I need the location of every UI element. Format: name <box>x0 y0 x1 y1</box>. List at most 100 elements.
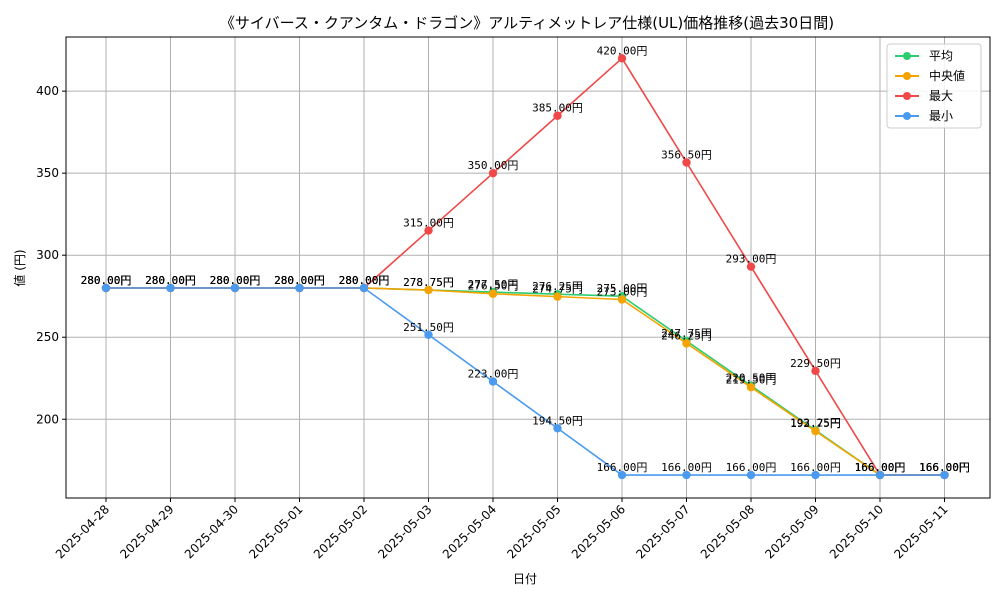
data-point <box>553 111 562 120</box>
data-label: 280.00円 <box>210 274 261 287</box>
data-label: 273.00円 <box>597 285 648 298</box>
x-tick-label: 2025-05-01 <box>246 502 305 561</box>
data-label: 280.00円 <box>81 274 132 287</box>
data-point <box>746 470 756 480</box>
series-line <box>106 287 945 476</box>
data-point <box>811 470 820 480</box>
data-label: 166.00円 <box>726 461 777 474</box>
data-label: 293.00円 <box>726 253 777 266</box>
x-axis-label: 日付 <box>513 572 537 586</box>
data-label: 356.50円 <box>661 149 712 162</box>
data-label: 280.00円 <box>210 274 261 287</box>
data-point <box>424 330 433 339</box>
data-labels: 280.00円 280.00円 280.00円 280.00円 280.00円 278.7… <box>81 44 970 474</box>
data-label: 229.50円 <box>790 357 841 370</box>
data-point <box>682 339 691 348</box>
legend-label: 最大 <box>929 89 953 103</box>
data-point <box>166 283 175 293</box>
x-tick-label: 2025-05-08 <box>698 502 757 561</box>
x-tick-label: 2025-05-09 <box>762 502 821 561</box>
grid <box>66 37 990 498</box>
data-label: 192.75円 <box>790 417 841 430</box>
y-tick-label: 300 <box>36 248 59 262</box>
data-label: 280.00円 <box>339 274 390 287</box>
data-point <box>746 383 756 392</box>
legend-item: 中央値 <box>895 68 965 83</box>
data-label: 246.25円 <box>661 329 712 342</box>
series-line <box>106 287 945 476</box>
data-point <box>359 283 369 293</box>
legend-marker <box>903 92 911 100</box>
legend-item: 最小 <box>895 109 953 123</box>
data-point <box>940 470 949 480</box>
x-tick-label: 2025-04-28 <box>53 502 112 561</box>
data-point <box>617 54 627 63</box>
data-label: 276.25円 <box>532 280 583 293</box>
data-point <box>295 283 304 293</box>
data-label: 420.00円 <box>597 44 648 57</box>
data-label: 193.25円 <box>790 416 841 429</box>
data-point <box>488 289 498 298</box>
data-label: 280.00円 <box>81 274 132 287</box>
data-label: 274.75円 <box>532 283 583 296</box>
data-label: 276.50円 <box>468 280 519 293</box>
data-label: 280.00円 <box>210 274 261 287</box>
data-label: 280.00円 <box>145 274 196 287</box>
data-label: 278.75円 <box>403 276 454 289</box>
data-label: 220.50円 <box>726 372 777 385</box>
legend-item: 最大 <box>895 89 953 103</box>
y-axis-label: 値 (円) <box>12 249 27 286</box>
x-axis-ticks: 2025-04-28 2025-04-29 2025-04-30 2025-05-01… <box>53 498 951 561</box>
data-label: 277.50円 <box>468 278 519 291</box>
data-label: 280.00円 <box>274 274 325 287</box>
data-label: 385.00円 <box>532 102 583 115</box>
plot-frame <box>65 36 991 499</box>
data-label: 219.50円 <box>726 373 777 386</box>
x-tick-label: 2025-04-29 <box>117 502 176 561</box>
x-tick-label: 2025-05-03 <box>375 502 434 561</box>
data-point <box>488 168 498 178</box>
legend-box <box>886 43 982 129</box>
data-point <box>553 292 562 301</box>
data-point <box>488 377 498 386</box>
data-point <box>811 366 820 376</box>
data-label: 247.75円 <box>661 327 712 340</box>
data-label: 166.00円 <box>855 461 906 474</box>
data-point <box>553 424 562 433</box>
data-label: 280.00円 <box>274 274 325 287</box>
legend-label: 平均 <box>929 49 953 63</box>
data-label: 166.00円 <box>855 461 906 474</box>
data-label: 278.75円 <box>403 276 454 289</box>
data-label: 166.00円 <box>919 461 970 474</box>
legend-label: 中央値 <box>929 68 965 83</box>
y-axis-ticks: 200 250 300 350 400 <box>36 84 66 426</box>
y-tick-label: 200 <box>36 412 59 426</box>
series-lines <box>101 54 949 480</box>
data-label: 223.00円 <box>468 368 519 381</box>
data-point <box>424 226 433 235</box>
data-point <box>746 262 756 271</box>
data-label: 280.00円 <box>81 274 132 287</box>
data-label: 280.00円 <box>145 274 196 287</box>
data-label: 280.00円 <box>339 274 390 287</box>
y-tick-label: 350 <box>36 166 59 180</box>
x-tick-label: 2025-05-11 <box>891 502 950 561</box>
data-point <box>617 295 627 304</box>
x-tick-label: 2025-05-05 <box>504 502 563 561</box>
data-point <box>424 285 433 295</box>
x-tick-label: 2025-05-07 <box>633 502 692 561</box>
data-label: 280.00円 <box>210 274 261 287</box>
data-point <box>617 470 627 480</box>
data-label: 166.00円 <box>855 461 906 474</box>
series-3 <box>101 283 949 480</box>
data-point <box>682 158 691 167</box>
data-point <box>875 470 885 480</box>
x-tick-label: 2025-04-30 <box>182 502 241 561</box>
x-tick-label: 2025-05-06 <box>569 502 628 561</box>
x-tick-label: 2025-05-02 <box>311 502 370 561</box>
data-label: 166.00円 <box>790 461 841 474</box>
data-point <box>101 283 111 293</box>
data-label: 350.00円 <box>468 159 519 172</box>
legend-marker <box>903 52 911 60</box>
